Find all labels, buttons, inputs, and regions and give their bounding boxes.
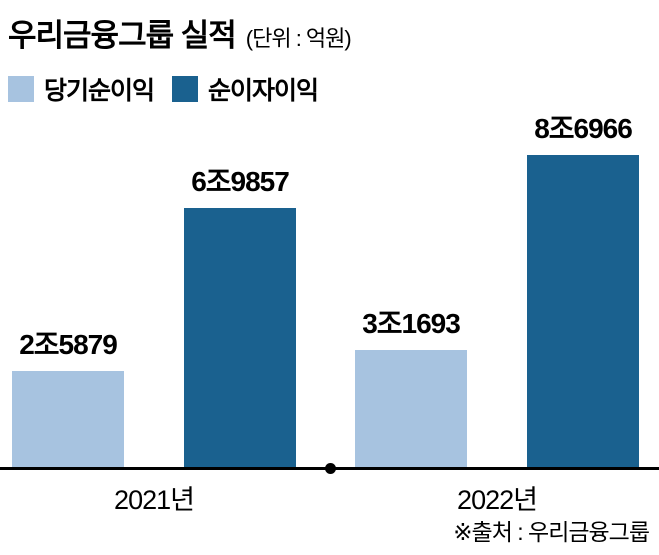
x-axis-labels: 2021년 2022년: [0, 470, 659, 517]
chart-unit-label: (단위 : 억원): [245, 26, 352, 51]
chart-legend: 당기순이익 순이자이익: [0, 55, 659, 107]
plot-area: 2조5879 6조9857 3조1693 8조6966: [0, 107, 659, 467]
bar-value-2022-net-interest-income: 8조6966: [534, 113, 633, 144]
axis-center-dot: [324, 463, 336, 474]
chart-title: 우리금융그룹 실적: [8, 18, 237, 53]
bar-value-2022-net-income: 3조1693: [362, 308, 461, 339]
legend-swatch-net-income: [8, 76, 34, 102]
bar-group-2021: 2조5879 6조9857: [12, 107, 296, 467]
bar-wrap-2022-net-income: 3조1693: [355, 107, 467, 467]
chart-header: 우리금융그룹 실적 (단위 : 억원): [0, 0, 659, 55]
source-note: ※출처 : 우리금융그룹: [453, 519, 650, 545]
x-label-2021: 2021년: [114, 485, 195, 515]
bar-value-2021-net-income: 2조5879: [19, 329, 118, 360]
bar-2022-net-income: [355, 350, 467, 467]
bar-wrap-2021-net-income: 2조5879: [12, 107, 124, 467]
bar-2021-net-income: [12, 371, 124, 467]
x-axis-line: [0, 463, 659, 474]
bar-2022-net-interest-income: [527, 155, 639, 467]
legend-label-net-income: 당기순이익: [44, 77, 155, 105]
legend-label-net-interest-income: 순이자이익: [208, 77, 319, 105]
bar-wrap-2021-net-interest-income: 6조9857: [184, 107, 296, 467]
legend-item-net-interest-income: 순이자이익: [172, 71, 319, 107]
legend-swatch-net-interest-income: [172, 76, 199, 102]
legend-item-net-income: 당기순이익: [8, 71, 155, 107]
x-label-2022: 2022년: [457, 485, 538, 515]
bar-2021-net-interest-income: [184, 208, 296, 467]
bar-value-2021-net-interest-income: 6조9857: [191, 166, 290, 197]
bar-wrap-2022-net-interest-income: 8조6966: [527, 107, 639, 467]
bar-group-2022: 3조1693 8조6966: [355, 107, 639, 467]
